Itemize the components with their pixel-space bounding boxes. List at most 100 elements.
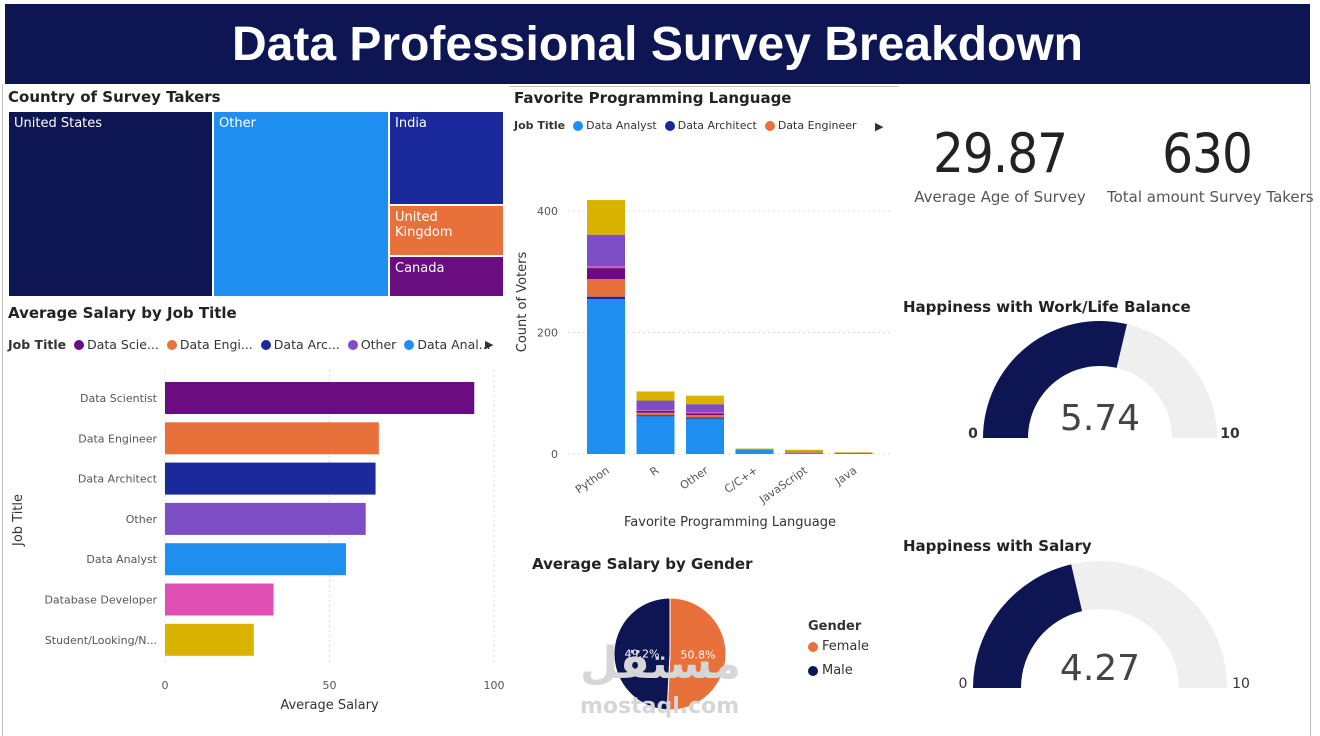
bar-segment[interactable] — [686, 417, 724, 419]
gauge-min-label: 0 — [968, 426, 978, 442]
salary-by-job-legend: Job Title Data Scie... Data Engi... Data… — [8, 337, 491, 352]
gender-legend-title: Gender — [808, 619, 862, 634]
watermark-text: mostaql.com — [580, 694, 740, 719]
legend-item[interactable]: Data Engi... — [166, 337, 253, 352]
legend-label: Male — [822, 663, 853, 678]
bar-segment[interactable] — [587, 266, 625, 269]
bar-segment[interactable] — [834, 453, 873, 454]
bar-segment[interactable] — [636, 415, 675, 417]
legend-item-male[interactable]: Male — [808, 663, 869, 678]
treemap-cell-united-states[interactable]: United States — [8, 111, 213, 297]
legend-dot-icon — [260, 339, 271, 350]
bar[interactable] — [165, 623, 254, 656]
bar-segment[interactable] — [587, 268, 625, 280]
legend-label: Data Anal... — [417, 337, 491, 352]
bar-segment[interactable] — [735, 448, 774, 450]
legend-label: Data Analyst — [586, 119, 657, 132]
gauge-worklife[interactable]: 5.74 0 10 — [940, 315, 1270, 445]
bar[interactable] — [165, 502, 366, 535]
bar-segment[interactable] — [735, 449, 774, 450]
legend-item[interactable]: Data Arc... — [260, 337, 340, 352]
legend-label: Data Scie... — [87, 337, 159, 352]
category-label: JavaScript — [756, 463, 810, 506]
bar-segment[interactable] — [785, 452, 823, 453]
bar-segment[interactable] — [834, 452, 873, 454]
bar-segment[interactable] — [636, 410, 675, 413]
bar-segment[interactable] — [785, 449, 823, 452]
bar-segment[interactable] — [834, 452, 873, 453]
bar-segment[interactable] — [636, 391, 675, 401]
bar-segment[interactable] — [587, 279, 625, 297]
country-treemap[interactable]: United States Other India United Kingdom… — [8, 111, 504, 297]
bar-segment[interactable] — [587, 296, 625, 300]
bar-segment[interactable] — [686, 412, 724, 414]
pie-slice[interactable] — [666, 597, 727, 711]
tick-label: 400 — [537, 205, 558, 218]
language-legend: Job Title Data Analyst Data Architect Da… — [514, 119, 857, 132]
legend-dot-icon — [664, 120, 675, 131]
legend-dot-icon — [166, 339, 177, 350]
legend-dot-icon — [808, 641, 818, 652]
bar-segment[interactable] — [686, 415, 724, 418]
legend-item[interactable]: Data Anal... — [404, 337, 491, 352]
tick-label: 200 — [537, 327, 558, 340]
axis-title-y: Job Title — [11, 494, 26, 547]
gauge-max-label: 10 — [1232, 676, 1250, 692]
bar-segment[interactable] — [587, 200, 625, 235]
legend-next-arrow-icon[interactable]: ▶ — [875, 120, 884, 133]
salary-by-job-chart[interactable]: Data Scientist Data Engineer Data Architec… — [0, 360, 510, 720]
language-title: Favorite Programming Language — [514, 89, 792, 107]
salary-by-job-title: Average Salary by Job Title — [8, 304, 237, 322]
pie-data-label: 50.8% — [681, 649, 716, 662]
bar-segment[interactable] — [686, 404, 724, 413]
legend-label: Data Engineer — [777, 119, 857, 132]
pie-data-label: 49.2% — [625, 647, 660, 660]
gender-pie-chart[interactable]: 50.8% 49.2% — [600, 590, 740, 730]
legend-dot-icon — [764, 120, 775, 131]
legend-dot-icon — [808, 665, 818, 676]
legend-item-female[interactable]: Female — [808, 639, 869, 654]
bar-segment[interactable] — [686, 413, 724, 416]
legend-item[interactable]: Data Analyst — [573, 119, 657, 132]
treemap-cell-other[interactable]: Other — [213, 111, 389, 297]
legend-label: Data Arc... — [273, 337, 340, 352]
language-chart[interactable]: 0 200 400 Python R Other C/C++JavaScript Java Fa… — [510, 140, 905, 540]
bar-segment[interactable] — [686, 418, 724, 454]
bar[interactable] — [165, 462, 376, 495]
bar-segment[interactable] — [735, 449, 774, 454]
bar[interactable] — [165, 382, 475, 414]
tick-label: 100 — [484, 679, 505, 692]
treemap-cell-united-kingdom[interactable]: United Kingdom — [389, 205, 504, 256]
bar-segment[interactable] — [636, 410, 675, 411]
bar-segment[interactable] — [686, 395, 724, 405]
axis-title-x: Favorite Programming Language — [624, 515, 836, 530]
legend-item[interactable]: Other — [347, 337, 397, 352]
legend-item[interactable]: Data Engineer — [764, 119, 857, 132]
pie-slice[interactable] — [613, 597, 671, 711]
treemap-cell-india[interactable]: India — [389, 111, 504, 205]
bar[interactable] — [165, 543, 346, 576]
frame-left-border — [2, 84, 3, 736]
legend-item[interactable]: Data Scie... — [74, 337, 159, 352]
gauge-salary-title: Happiness with Salary — [903, 537, 1092, 555]
gauge-value: 4.27 — [1060, 648, 1140, 689]
legend-label: Female — [822, 639, 870, 654]
bar-segment[interactable] — [636, 400, 675, 411]
bar-segment[interactable] — [587, 234, 625, 267]
bar-segment[interactable] — [636, 416, 675, 454]
bar[interactable] — [165, 583, 274, 616]
bar[interactable] — [165, 422, 379, 455]
legend-label: Other — [360, 337, 397, 352]
tick-label: 50 — [323, 679, 337, 692]
bar-segment[interactable] — [587, 299, 625, 454]
bar-segment[interactable] — [636, 412, 675, 416]
avg-age-value: 29.87 — [932, 122, 1068, 185]
gauge-salary[interactable]: 4.27 0 10 — [940, 553, 1270, 693]
bar-segment[interactable] — [785, 451, 823, 453]
treemap-cell-canada[interactable]: Canada — [389, 256, 504, 297]
treemap-label: Canada — [395, 261, 445, 276]
frame-right-border — [1310, 84, 1311, 736]
legend-item[interactable]: Data Architect — [664, 119, 757, 132]
bar-segment[interactable] — [785, 452, 823, 454]
legend-next-arrow-icon[interactable]: ▶ — [485, 338, 494, 351]
